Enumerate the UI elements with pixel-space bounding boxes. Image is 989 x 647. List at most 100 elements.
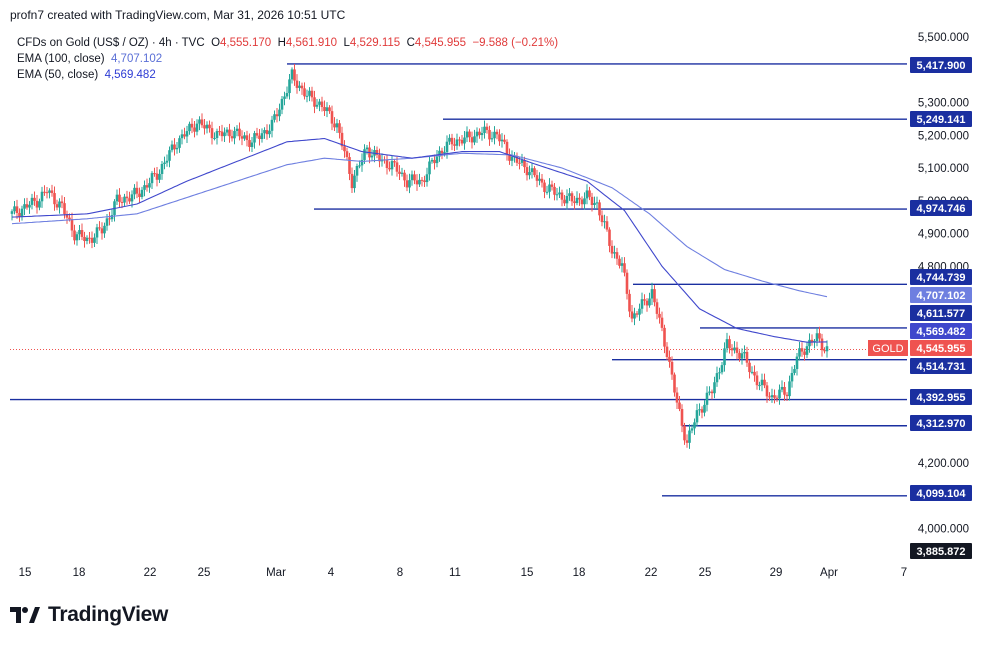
candle-body [795, 356, 799, 370]
candle-body [65, 214, 69, 218]
price-tag [910, 543, 972, 559]
close-label: C [406, 37, 415, 49]
candle-body [110, 215, 114, 220]
candle-body [203, 125, 206, 129]
candle-body [725, 339, 729, 349]
candle-body [253, 133, 256, 143]
candle-body [220, 131, 224, 137]
candle-body [763, 379, 766, 386]
candle-body [335, 123, 339, 128]
candle-body [198, 119, 201, 124]
candle-body [405, 180, 409, 188]
candle-body [280, 98, 284, 110]
candle-body [778, 389, 781, 399]
candle-body [378, 154, 381, 162]
candle-body [18, 212, 21, 217]
candle-body [575, 197, 579, 204]
x-axis-tick-label: 15 [521, 567, 534, 579]
candle-body [395, 162, 399, 172]
candle-body [720, 365, 724, 373]
price-tag-label: 4,707.102 [917, 290, 966, 302]
candle-body [573, 201, 576, 204]
candle-body [503, 139, 506, 142]
candle-body [320, 101, 324, 107]
candle-body [635, 313, 639, 315]
candle-body [155, 173, 159, 180]
candle-body [638, 308, 641, 315]
candle-body [118, 194, 121, 202]
candle-body [225, 129, 229, 133]
candle-body [655, 302, 659, 314]
candle-body [68, 217, 71, 220]
candle-body [718, 372, 721, 374]
candle-body [260, 133, 264, 140]
candle-body [340, 132, 344, 147]
change-value: −9.588 (−0.21%) [472, 37, 559, 49]
candle-body [70, 219, 74, 231]
candle-body [23, 204, 26, 209]
candle-body [680, 408, 684, 426]
candle-body [330, 111, 334, 124]
candle-body [543, 182, 546, 192]
candle-body [153, 173, 156, 175]
candle-body [243, 135, 246, 139]
candle-body [515, 156, 519, 163]
candle-body [550, 184, 554, 187]
candle-body [115, 194, 119, 202]
candle-body [603, 221, 606, 223]
price-tag [910, 200, 972, 216]
candle-body [25, 204, 29, 208]
candle-body [228, 129, 231, 137]
candle-body [35, 200, 39, 208]
price-tag [910, 389, 972, 405]
candle-body [413, 174, 416, 181]
candle-body [53, 193, 56, 205]
candle-body [128, 198, 131, 202]
candle-body [490, 138, 494, 140]
candle-body [695, 410, 699, 423]
candle-body [165, 160, 169, 163]
candle-body [583, 198, 586, 205]
candle-body [400, 172, 404, 174]
candle-body [103, 225, 106, 234]
candle-body [100, 228, 104, 234]
x-axis-tick-label: 8 [397, 567, 403, 579]
candle-body [723, 348, 726, 366]
candle-body [140, 189, 144, 198]
candle-body [163, 162, 166, 164]
x-axis-tick-label: 18 [73, 567, 86, 579]
candle-body [435, 156, 439, 164]
candle-body [808, 339, 811, 347]
candle-body [710, 391, 714, 394]
candle-body [468, 131, 471, 138]
candle-body [38, 201, 41, 208]
candle-body [433, 159, 436, 164]
x-axis-tick-label: Mar [266, 567, 286, 579]
candle-body [275, 114, 279, 117]
candle-body [133, 187, 136, 195]
candle-body [388, 168, 391, 170]
candle-body [753, 371, 756, 376]
candle-body [193, 127, 196, 132]
footer: TradingView [10, 603, 168, 627]
candle-body [520, 159, 524, 163]
candle-body [595, 202, 599, 204]
candle-body [548, 184, 551, 192]
candle-body [43, 191, 46, 193]
candle-body [793, 369, 796, 373]
candle-body [773, 395, 776, 398]
price-chart[interactable]: 5,500.0005,300.0005,200.0005,100.0005,00… [0, 0, 989, 600]
candle-body [615, 252, 619, 259]
x-axis-tick-label: 11 [449, 567, 461, 579]
candle-body [805, 346, 809, 355]
candle-body [343, 146, 346, 152]
candle-body [755, 375, 759, 386]
candle-body [820, 338, 824, 351]
candle-body [188, 123, 191, 132]
candle-body [200, 119, 204, 126]
candle-body [98, 227, 101, 229]
candle-body [660, 317, 664, 328]
candle-body [120, 201, 124, 203]
candle-body [505, 141, 509, 155]
candle-body [458, 139, 461, 141]
